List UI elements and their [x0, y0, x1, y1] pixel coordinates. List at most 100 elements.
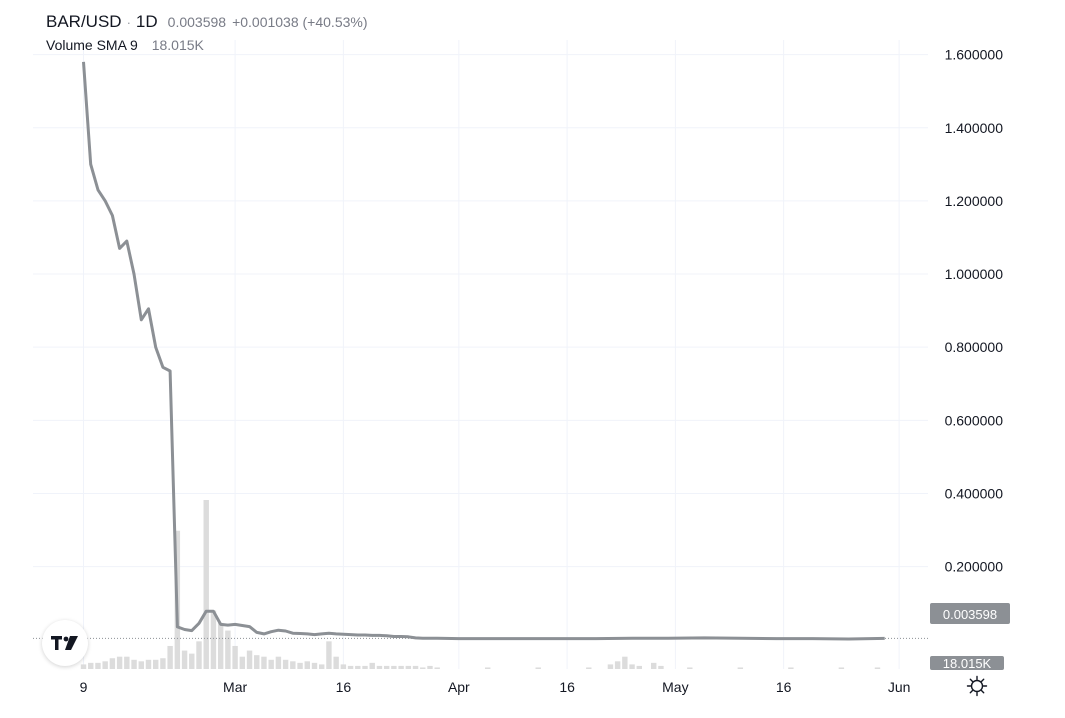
- volume-bar: [326, 641, 332, 669]
- volume-bar: [282, 659, 289, 669]
- volume-indicator-label[interactable]: Volume SMA 9: [46, 37, 138, 53]
- volume-bar: [304, 661, 310, 669]
- volume-bar: [217, 622, 224, 669]
- volume-tag: 18.015K: [930, 656, 1004, 671]
- chart-grid: [33, 40, 928, 669]
- volume-bar: [535, 667, 541, 669]
- volume-bar: [181, 650, 188, 669]
- volume-bar: [687, 667, 693, 669]
- separator-dot: ·: [126, 15, 131, 30]
- x-tick-label: 16: [559, 679, 575, 695]
- x-tick-label: 16: [776, 679, 792, 695]
- volume-bar: [405, 665, 412, 669]
- volume-bar: [319, 664, 325, 669]
- time-axis: 9 Mar 16 Apr 16 May 16 Jun: [80, 679, 911, 695]
- x-tick-label: 9: [80, 679, 88, 695]
- volume-bar: [268, 659, 274, 669]
- volume-bar: [629, 664, 635, 669]
- volume-bar: [434, 667, 440, 669]
- volume-bar: [311, 662, 318, 669]
- y-tick-label: 0.200000: [945, 559, 1004, 575]
- volume-bar: [254, 655, 260, 669]
- tradingview-logo-icon[interactable]: [42, 620, 88, 666]
- volume-bar: [232, 645, 238, 669]
- volume-bar: [80, 664, 87, 669]
- volume-bar: [398, 665, 404, 669]
- volume-bar: [246, 650, 253, 669]
- volume-bar: [167, 645, 173, 669]
- price-line: [82, 61, 885, 641]
- volume-bar: [340, 664, 347, 669]
- volume-bar: [383, 665, 390, 669]
- volume-bar: [189, 653, 195, 669]
- volume-bar: [290, 661, 296, 669]
- volume-bar: [138, 661, 144, 669]
- volume-bar: [636, 665, 642, 669]
- last-price: 0.003598: [167, 14, 227, 30]
- volume-bar: [145, 659, 152, 669]
- volume-bar: [124, 656, 130, 669]
- volume-bar: [239, 656, 246, 669]
- volume-bar: [347, 665, 354, 669]
- volume-bar: [427, 665, 433, 669]
- gear-icon[interactable]: [966, 675, 988, 697]
- y-tick-label: 0.600000: [945, 412, 1004, 428]
- volume-bar: [196, 641, 202, 669]
- volume-bar: [788, 667, 794, 669]
- volume-bar: [391, 665, 397, 669]
- volume-bar: [874, 667, 881, 669]
- volume-bar: [152, 659, 159, 669]
- volume-bars: [80, 500, 881, 669]
- y-tick-label: 0.400000: [945, 485, 1004, 501]
- volume-bar: [116, 656, 123, 669]
- x-tick-label: May: [662, 679, 688, 695]
- volume-bar: [333, 656, 339, 669]
- price-tag-text: 0.003598: [943, 607, 997, 622]
- volume-bar: [261, 656, 267, 669]
- volume-bar: [369, 662, 375, 669]
- volume-bar: [737, 667, 744, 669]
- volume-bar: [651, 662, 657, 669]
- volume-bar: [131, 659, 137, 669]
- volume-bar: [586, 667, 592, 669]
- x-tick-label: Mar: [223, 679, 247, 695]
- volume-bar: [376, 665, 383, 669]
- symbol-label[interactable]: BAR/USD: [46, 12, 122, 31]
- volume-indicator-value: 18.015K: [151, 37, 204, 53]
- volume-bar: [203, 500, 209, 669]
- x-tick-label: Jun: [888, 679, 911, 695]
- y-tick-label: 1.600000: [945, 47, 1004, 63]
- volume-bar: [160, 658, 166, 669]
- volume-bar: [485, 667, 491, 669]
- volume-bar: [225, 630, 231, 669]
- volume-bar: [622, 656, 628, 669]
- y-tick-label: 1.400000: [945, 120, 1004, 136]
- volume-bar: [210, 610, 217, 669]
- volume-bar: [355, 665, 361, 669]
- volume-bar: [297, 662, 303, 669]
- volume-bar: [275, 656, 282, 669]
- price-tag: 0.003598: [930, 603, 1010, 624]
- y-tick-label: 0.800000: [945, 339, 1004, 355]
- volume-bar: [109, 658, 116, 669]
- volume-bar: [362, 665, 368, 669]
- interval-label[interactable]: 1D: [135, 12, 158, 31]
- volume-bar: [95, 662, 101, 669]
- volume-bar: [88, 662, 94, 669]
- volume-tag-text: 18.015K: [943, 656, 992, 671]
- chart-legend: BAR/USD · 1D 0.003598 +0.001038 (+40.53%…: [46, 12, 374, 53]
- y-tick-label: 1.000000: [945, 266, 1004, 282]
- volume-bar: [658, 665, 664, 669]
- price-axis: 1.600000 1.400000 1.200000 1.000000 0.800000…: [945, 47, 1004, 575]
- volume-bar: [102, 661, 108, 669]
- volume-bar: [614, 661, 621, 669]
- volume-bar: [607, 664, 614, 669]
- price-change: +0.001038 (+40.53%): [232, 14, 368, 30]
- volume-bar: [412, 665, 419, 669]
- volume-bar: [420, 667, 426, 669]
- y-tick-label: 1.200000: [945, 193, 1004, 209]
- x-tick-label: 16: [336, 679, 352, 695]
- x-tick-label: Apr: [448, 679, 470, 695]
- volume-bar: [838, 667, 845, 669]
